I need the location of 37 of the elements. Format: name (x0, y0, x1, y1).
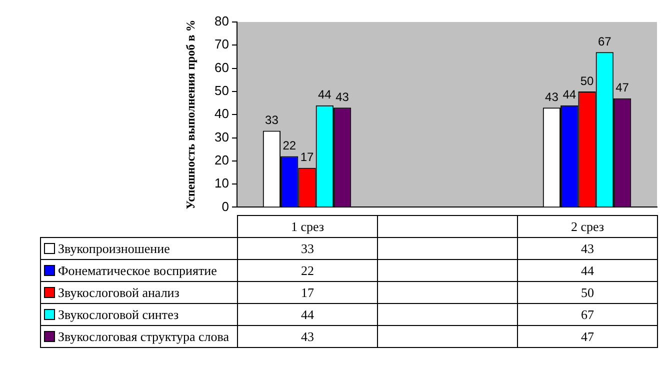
text: 43 (518, 238, 658, 260)
text: 43 (238, 326, 378, 348)
legend-label: Звукослоговой анализ (40, 282, 238, 304)
data-label: 17 (300, 150, 314, 164)
y-tick-label: 60 (214, 60, 229, 75)
legend-label: Звукослоговая структура слова (40, 326, 238, 348)
data-label: 44 (318, 88, 332, 102)
data-label: 47 (616, 80, 630, 95)
y-tick-label: 80 (214, 14, 229, 29)
data-label: 43 (545, 90, 559, 104)
data-label: 44 (562, 88, 576, 102)
text: 47 (518, 326, 658, 348)
data-label: 50 (580, 74, 594, 88)
text: 44 (238, 304, 378, 326)
data-label: 33 (265, 113, 279, 128)
text: 22 (238, 260, 378, 282)
data-label: 67 (598, 34, 612, 48)
text: 67 (518, 304, 658, 326)
y-tick-label: 50 (214, 83, 229, 98)
legend-label: Фонематическое восприятие (40, 260, 238, 282)
y-tick-label: 40 (214, 106, 229, 122)
y-tick-label: 70 (214, 36, 229, 52)
text: 17 (238, 282, 378, 304)
data-label: 22 (282, 138, 296, 153)
data-label: 43 (336, 90, 350, 104)
legend-label: Звукослоговой синтез (40, 304, 238, 326)
x-tick-label: 2 срез (518, 216, 658, 238)
y-tick-label: 30 (214, 129, 229, 144)
y-tick-label: 0 (222, 198, 229, 214)
text: 33 (238, 238, 378, 260)
y-axis-title: Успешность выполнения проб в % (183, 20, 198, 210)
y-tick-label: 10 (214, 176, 229, 191)
y-tick-label: 20 (214, 152, 229, 168)
text: 44 (518, 260, 658, 282)
x-tick-label: 1 срез (238, 216, 378, 238)
text: 50 (518, 282, 658, 304)
legend-label: Звукопроизношение (40, 238, 238, 260)
